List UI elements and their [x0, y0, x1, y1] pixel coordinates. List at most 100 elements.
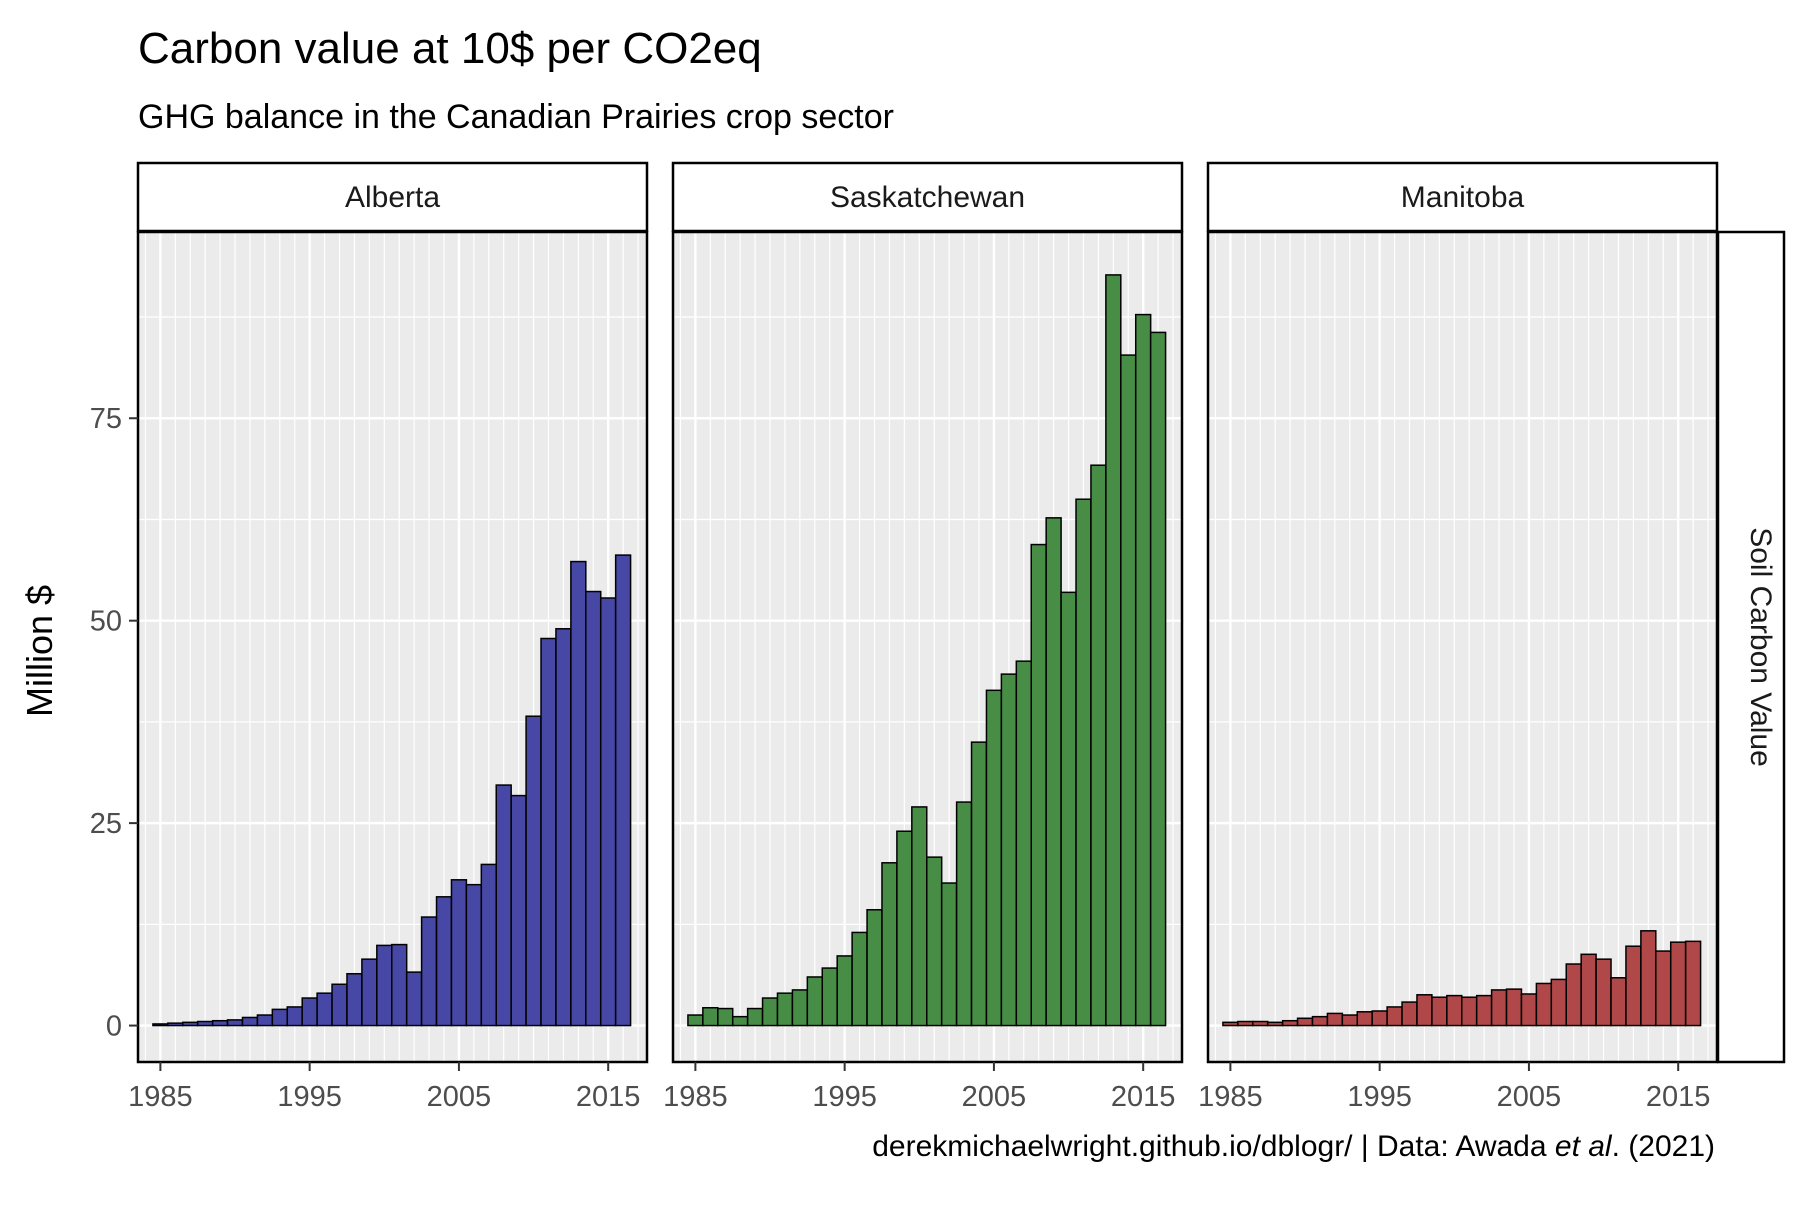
- bar-alberta-2008: [495, 784, 512, 1027]
- bar-saskatchewan-2014: [1120, 354, 1137, 1027]
- bar-manitoba-1989: [1281, 1019, 1299, 1027]
- bar-saskatchewan-2009: [1045, 517, 1062, 1027]
- bar-saskatchewan-2004: [970, 741, 988, 1027]
- bar-saskatchewan-2010: [1060, 591, 1077, 1027]
- y-axis: 0 25 50 75: [90, 403, 138, 1043]
- x-tick-label: 2015: [1111, 1081, 1176, 1113]
- x-axis: 1985 1995 2005 2015: [1198, 1062, 1710, 1113]
- bar-manitoba-1997: [1401, 1001, 1418, 1027]
- bar-saskatchewan-1987: [717, 1007, 734, 1027]
- bars-alberta: [152, 554, 632, 1027]
- bar-manitoba-1988: [1266, 1021, 1284, 1027]
- bar-saskatchewan-2012: [1090, 464, 1107, 1027]
- bar-alberta-2014: [585, 590, 602, 1027]
- bar-saskatchewan-2016: [1149, 331, 1167, 1027]
- bar-alberta-1997: [331, 983, 348, 1027]
- bar-alberta-2004: [435, 896, 453, 1027]
- bar-manitoba-2001: [1461, 996, 1478, 1027]
- bars-manitoba: [1222, 930, 1702, 1027]
- x-tick-label: 2005: [962, 1081, 1027, 1113]
- x-tick-label: 1995: [277, 1081, 342, 1113]
- y-tick-label: 0: [106, 1011, 122, 1043]
- y-tick-label: 50: [90, 606, 122, 638]
- bar-alberta-2001: [391, 943, 408, 1027]
- bar-alberta-1990: [226, 1019, 244, 1027]
- bar-saskatchewan-2005: [985, 689, 1003, 1027]
- bar-manitoba-1985: [1222, 1021, 1239, 1027]
- bar-manitoba-2006: [1535, 982, 1553, 1027]
- bar-saskatchewan-1991: [776, 992, 794, 1027]
- bar-alberta-1996: [316, 992, 333, 1027]
- y-axis-title: Million $: [19, 585, 60, 717]
- panel-background: [1208, 232, 1717, 1062]
- bar-manitoba-2016: [1684, 940, 1702, 1027]
- bar-alberta-2002: [405, 971, 423, 1027]
- bar-alberta-2003: [420, 916, 438, 1027]
- bar-manitoba-2009: [1580, 953, 1597, 1027]
- bar-manitoba-1987: [1252, 1020, 1269, 1027]
- bar-manitoba-2005: [1520, 993, 1538, 1027]
- x-tick-label: 1995: [1347, 1081, 1412, 1113]
- facet-panel-saskatchewan: Saskatchewan 1985 1995 2005 2015: [663, 161, 1184, 1113]
- bar-saskatchewan-2001: [926, 856, 943, 1027]
- bar-saskatchewan-1989: [746, 1007, 764, 1027]
- facet-row-label: Soil Carbon Value: [1744, 527, 1777, 767]
- bar-alberta-1987: [182, 1021, 199, 1027]
- bar-saskatchewan-1985: [687, 1014, 704, 1027]
- facet-strip: [1206, 161, 1719, 233]
- bar-manitoba-1992: [1326, 1012, 1344, 1027]
- bar-alberta-1998: [346, 972, 363, 1027]
- bar-manitoba-2002: [1475, 994, 1493, 1027]
- bar-alberta-1986: [167, 1022, 184, 1027]
- bar-saskatchewan-2011: [1075, 498, 1092, 1027]
- bar-manitoba-1995: [1371, 1010, 1388, 1027]
- bar-manitoba-2015: [1669, 941, 1687, 1027]
- x-tick-label: 2005: [427, 1081, 492, 1113]
- caption-suffix: . (2021): [1612, 1130, 1715, 1163]
- bar-saskatchewan-1999: [896, 830, 913, 1027]
- bars-saskatchewan: [687, 274, 1167, 1027]
- x-axis: 1985 1995 2005 2015: [663, 1062, 1175, 1113]
- x-tick-label: 1985: [128, 1081, 193, 1113]
- bar-saskatchewan-2008: [1030, 543, 1047, 1027]
- x-tick-label: 1985: [663, 1081, 728, 1113]
- bar-alberta-2011: [540, 637, 557, 1027]
- bar-alberta-1989: [211, 1019, 229, 1027]
- bar-alberta-2012: [555, 628, 572, 1027]
- bar-manitoba-2008: [1565, 963, 1582, 1027]
- bar-alberta-1992: [256, 1014, 274, 1027]
- bar-saskatchewan-2013: [1105, 274, 1122, 1027]
- y-tick-label: 75: [90, 403, 122, 435]
- bar-saskatchewan-1986: [702, 1006, 719, 1027]
- bar-alberta-2005: [450, 879, 468, 1027]
- caption-prefix: derekmichaelwright.github.io/dblogr/ | D…: [872, 1130, 1555, 1163]
- facet-strip-label: Manitoba: [1401, 181, 1525, 214]
- bar-saskatchewan-2002: [940, 882, 958, 1027]
- bar-saskatchewan-1993: [806, 976, 824, 1027]
- bar-saskatchewan-1990: [761, 997, 779, 1027]
- bar-alberta-2016: [614, 554, 632, 1027]
- bar-manitoba-2012: [1625, 945, 1642, 1027]
- chart-title: Carbon value at 10$ per CO2eq: [138, 24, 762, 73]
- x-tick-label: 2005: [1497, 1081, 1562, 1113]
- facet-strip-label: Saskatchewan: [830, 181, 1025, 214]
- bar-saskatchewan-2007: [1015, 660, 1032, 1027]
- bar-alberta-1988: [196, 1020, 214, 1027]
- bar-manitoba-1994: [1356, 1011, 1373, 1027]
- bar-alberta-2015: [599, 597, 617, 1027]
- bar-manitoba-1998: [1416, 994, 1433, 1027]
- bar-manitoba-2011: [1610, 977, 1627, 1027]
- bar-alberta-1999: [361, 958, 378, 1027]
- bar-alberta-1991: [241, 1016, 259, 1027]
- bar-alberta-2000: [376, 944, 393, 1027]
- bar-manitoba-1991: [1311, 1015, 1329, 1027]
- y-tick-label: 25: [90, 808, 122, 840]
- bar-alberta-1993: [271, 1008, 289, 1027]
- bar-alberta-2007: [480, 863, 497, 1027]
- bar-manitoba-2003: [1490, 989, 1508, 1027]
- bar-saskatchewan-1988: [731, 1015, 749, 1027]
- facet-strip: [136, 161, 649, 233]
